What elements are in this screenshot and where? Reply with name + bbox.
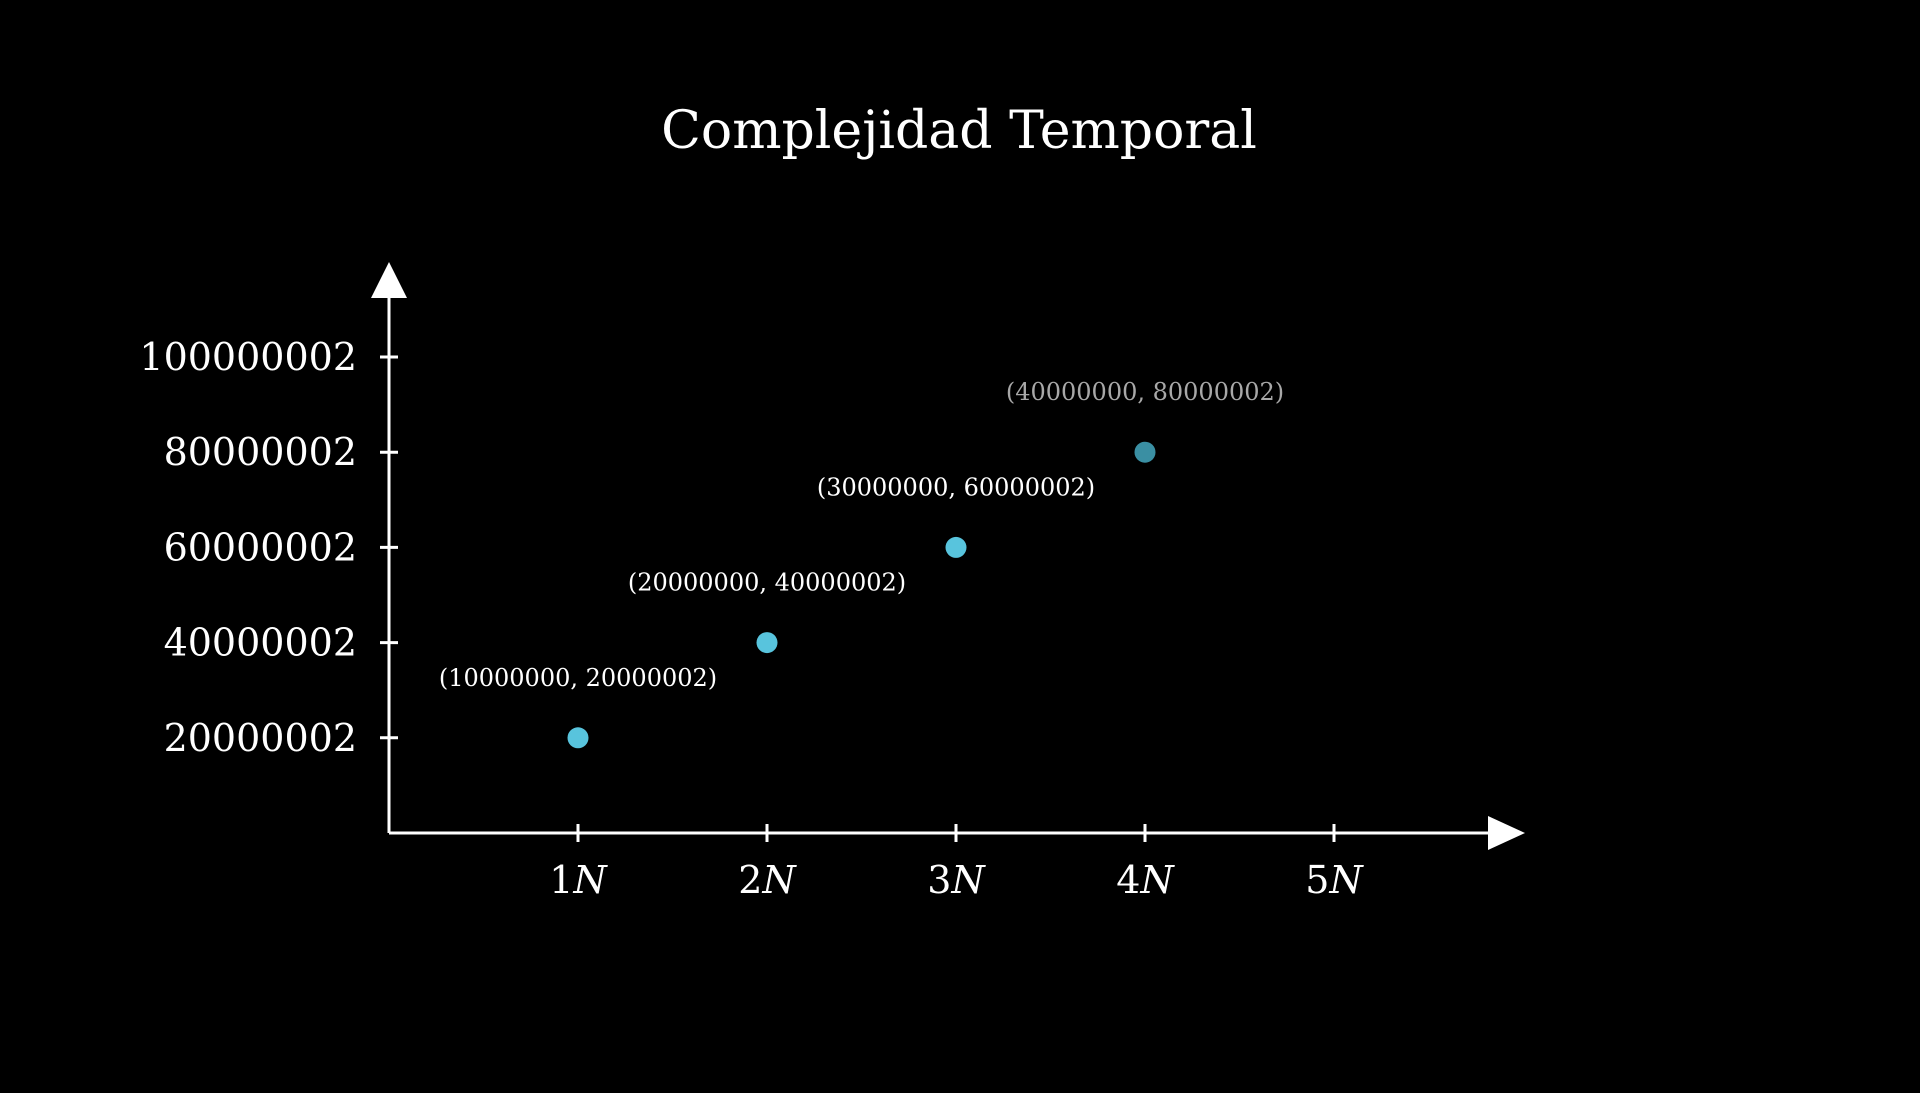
x-tick-label: 4N	[1116, 858, 1175, 902]
data-point	[567, 727, 589, 749]
data-points	[567, 441, 1156, 749]
data-point	[756, 632, 778, 654]
x-tick-label: 3N	[927, 858, 986, 902]
x-tick-label: 1N	[549, 858, 608, 902]
x-tick-label: 2N	[738, 858, 797, 902]
x-tick-label: 5N	[1305, 858, 1364, 902]
x-axis-arrow	[1488, 816, 1525, 850]
data-point-label: (40000000, 80000002)	[1006, 378, 1284, 406]
data-point	[1134, 441, 1156, 463]
data-point-label: (30000000, 60000002)	[817, 473, 1095, 501]
y-axis-arrow	[371, 262, 407, 298]
point-labels: (10000000, 20000002) (20000000, 40000002)…	[439, 378, 1284, 692]
chart-title: Complejidad Temporal	[661, 101, 1257, 161]
data-point-label: (10000000, 20000002)	[439, 664, 717, 692]
y-tick-label: 100000002	[139, 335, 357, 379]
data-point	[945, 536, 967, 558]
y-tick-label: 20000002	[164, 716, 357, 760]
y-ticks: 20000002 40000002 60000002 80000002 10000000…	[139, 335, 398, 760]
data-point-label: (20000000, 40000002)	[628, 569, 906, 597]
axes	[371, 262, 1525, 850]
y-tick-label: 80000002	[164, 430, 357, 474]
x-ticks: 1N 2N 3N 4N 5N	[549, 824, 1364, 902]
y-tick-label: 40000002	[164, 621, 357, 665]
y-tick-label: 60000002	[164, 525, 357, 569]
